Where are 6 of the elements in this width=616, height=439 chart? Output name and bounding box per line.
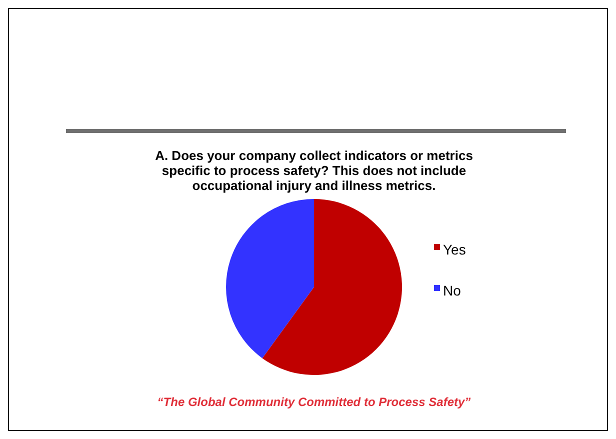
pie-slice	[262, 199, 402, 375]
legend-label: Yes	[443, 242, 466, 258]
pie-slice	[226, 199, 314, 358]
text: “The Global Community Committed to Process Safety”	[157, 395, 471, 409]
chart-title: A. Does your company collect indicators or metrics specific to process safety? This does not include occupational injury and illness metrics.	[155, 148, 473, 193]
legend-label: No	[443, 282, 462, 299]
